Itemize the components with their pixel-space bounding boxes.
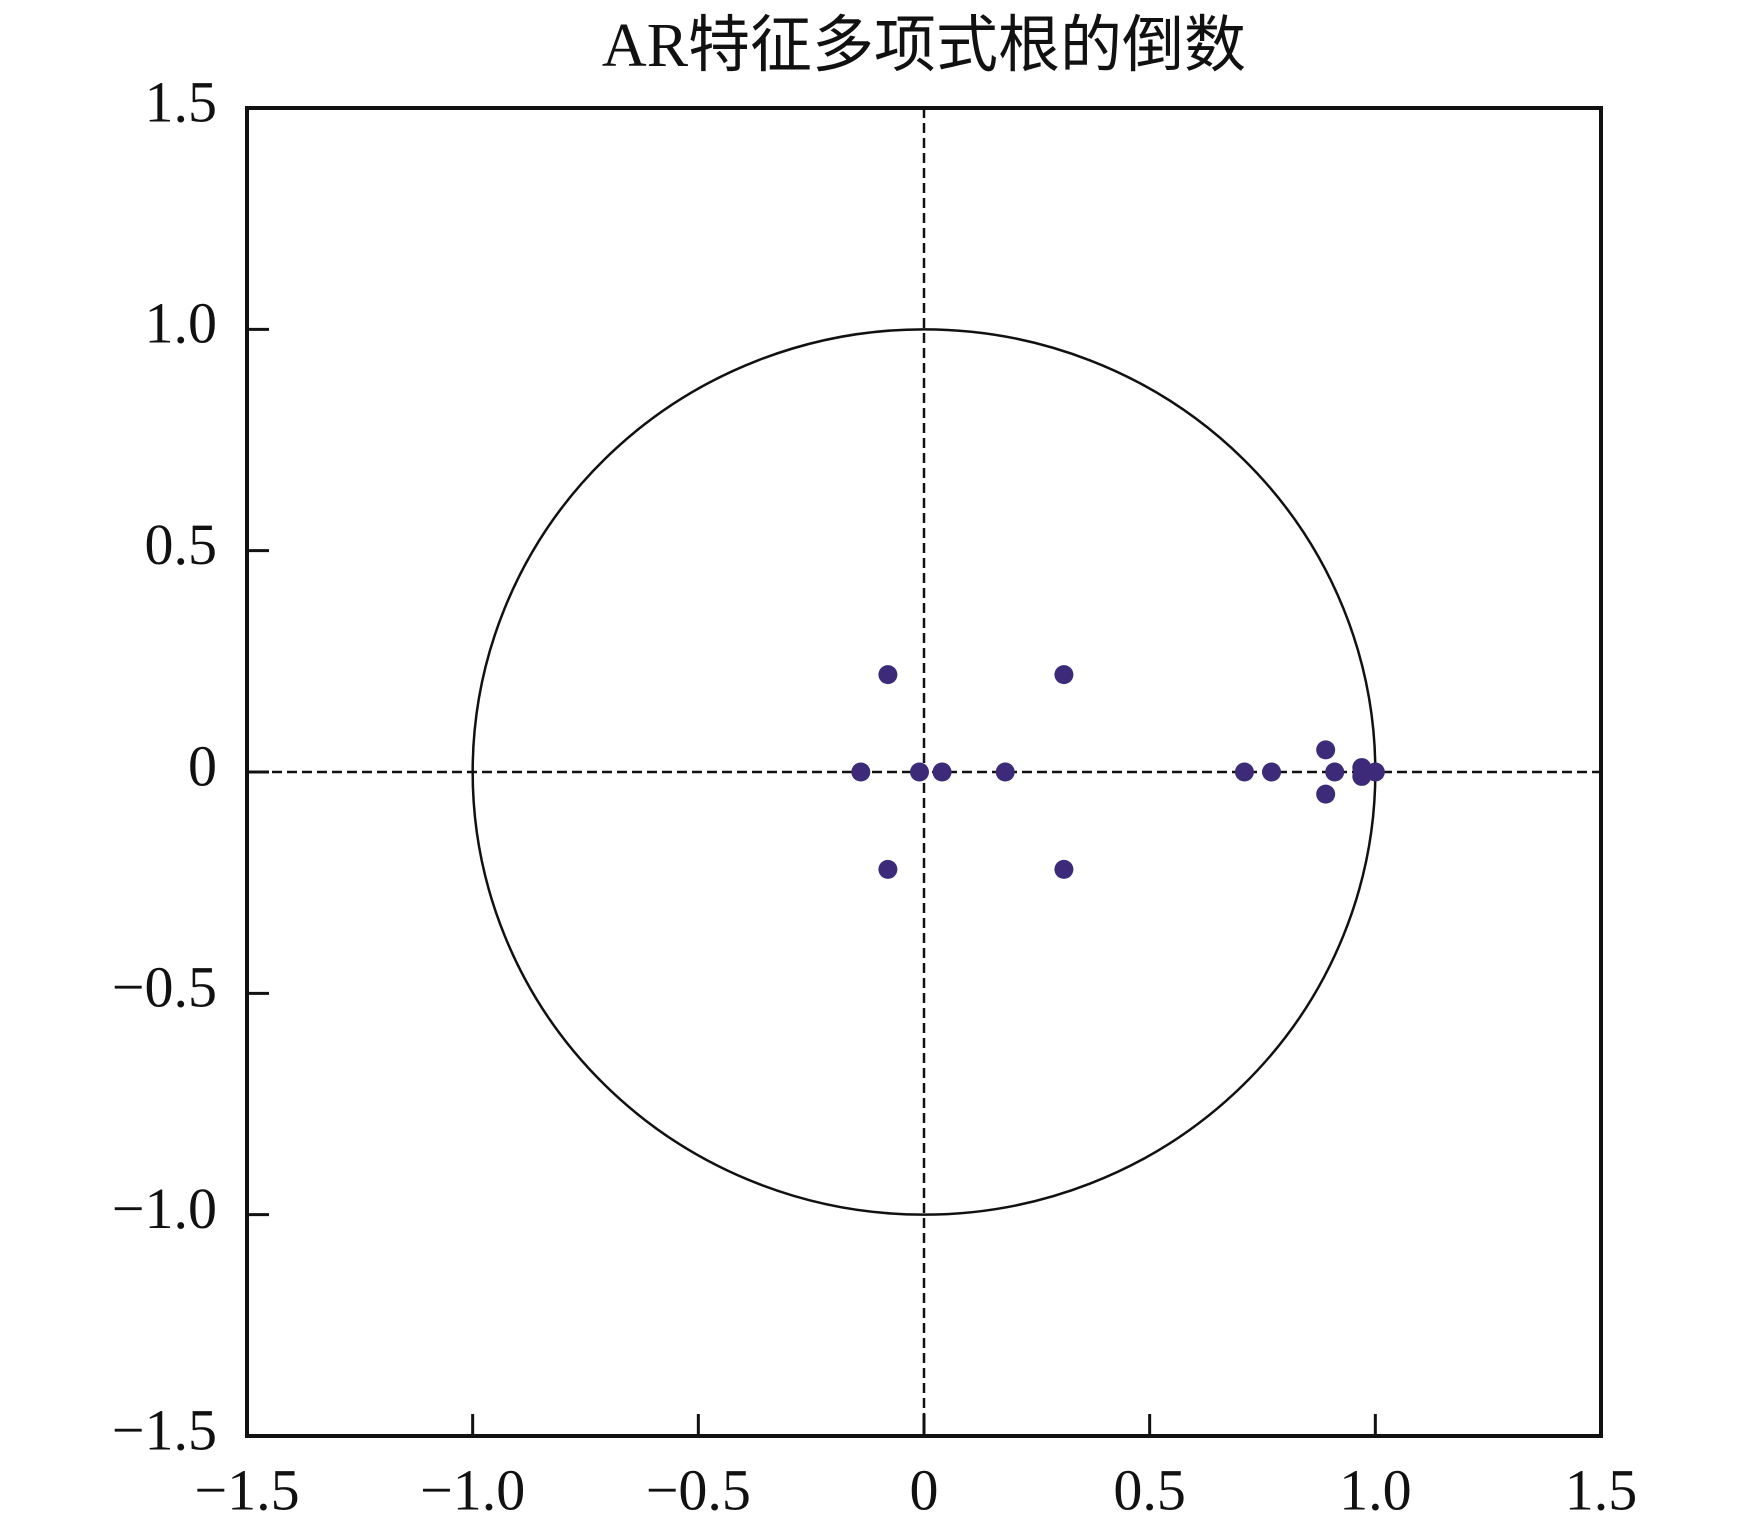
x-tick-label: 0 bbox=[910, 1457, 939, 1522]
y-tick-label: 0 bbox=[188, 733, 217, 798]
y-tick-label: 0.5 bbox=[145, 512, 218, 577]
y-tick-label: 1.0 bbox=[145, 291, 218, 356]
plot-frame bbox=[245, 106, 1603, 1438]
point bbox=[1365, 762, 1385, 782]
point bbox=[1054, 859, 1074, 879]
x-tick-label: −1.5 bbox=[194, 1457, 299, 1522]
x-tick-label: −1.0 bbox=[420, 1457, 525, 1522]
point bbox=[878, 665, 898, 685]
point bbox=[1325, 762, 1345, 782]
x-tick-label: 1.5 bbox=[1565, 1457, 1638, 1522]
y-tick-label: 1.5 bbox=[145, 69, 218, 134]
point bbox=[909, 762, 929, 782]
point bbox=[1316, 784, 1336, 804]
chart-title: AR特征多项式根的倒数 bbox=[602, 12, 1246, 80]
point bbox=[878, 859, 898, 879]
x-tick-label: −0.5 bbox=[646, 1457, 751, 1522]
y-tick-label: −1.0 bbox=[112, 1176, 217, 1241]
point bbox=[1262, 762, 1282, 782]
y-tick-label: −1.5 bbox=[112, 1397, 217, 1462]
y-tick-label: −0.5 bbox=[112, 955, 217, 1020]
point bbox=[1054, 665, 1074, 685]
point bbox=[1316, 740, 1336, 760]
point bbox=[851, 762, 871, 782]
point bbox=[1234, 762, 1254, 782]
x-tick-label: 0.5 bbox=[1113, 1457, 1186, 1522]
point bbox=[932, 762, 952, 782]
point bbox=[995, 762, 1015, 782]
x-tick-label: 1.0 bbox=[1339, 1457, 1412, 1522]
